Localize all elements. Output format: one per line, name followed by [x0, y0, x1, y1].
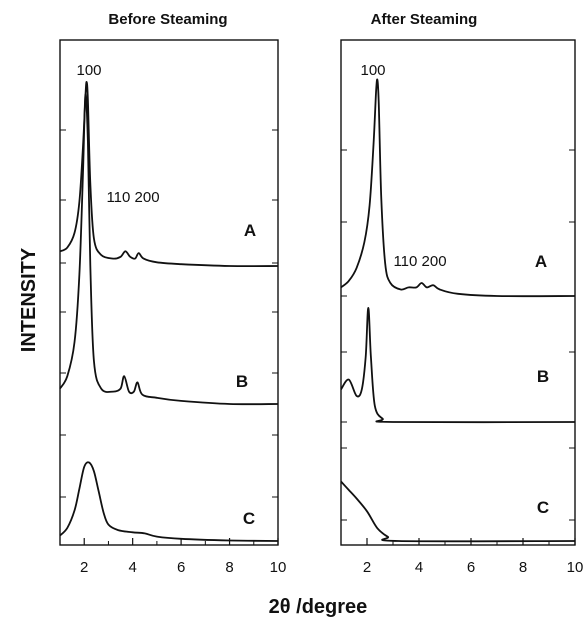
trace-label-a: A: [535, 252, 547, 271]
series-line-c: [340, 480, 576, 543]
x-tick-label: 10: [270, 559, 287, 576]
series-line-c: [59, 461, 279, 542]
trace-label-c: C: [537, 498, 549, 517]
panel-title: Before Steaming: [108, 11, 227, 28]
peak-label-110-200: 110 200: [106, 189, 159, 206]
x-tick-label: 10: [567, 559, 584, 576]
trace-label-c: C: [243, 509, 255, 528]
peak-label-100: 100: [76, 62, 101, 79]
x-tick-label: 4: [128, 559, 136, 576]
x-tick-label: 4: [415, 559, 423, 576]
plot-frame: [340, 39, 576, 546]
x-ticks: 2 4 6 8 10: [340, 149, 584, 576]
peak-label-110-200: 110 200: [393, 253, 446, 270]
series-line-b: [340, 307, 576, 424]
series-line-a: [340, 78, 576, 298]
plot-frame: [59, 39, 279, 546]
x-ticks: 2 4 6 8 10: [59, 129, 287, 576]
series-line-a: [59, 81, 279, 268]
x-tick-label: 6: [467, 559, 475, 576]
trace-label-b: B: [236, 372, 248, 391]
series-group: [59, 81, 279, 542]
peak-label-100: 100: [360, 62, 385, 79]
y-axis-title: INTENSITY: [18, 247, 40, 352]
trace-label-a: A: [244, 221, 256, 240]
series-line-b: [59, 93, 279, 406]
x-tick-label: 8: [519, 559, 527, 576]
panel-title: After Steaming: [371, 11, 478, 28]
x-axis-title: 2θ /degree: [269, 596, 368, 618]
panel-before-steaming: Before Steaming 2 4 6 8 10 100 110 200 A B C: [59, 11, 287, 576]
trace-label-b: B: [537, 367, 549, 386]
x-tick-label: 8: [225, 559, 233, 576]
x-tick-label: 6: [177, 559, 185, 576]
x-tick-label: 2: [80, 559, 88, 576]
x-tick-label: 2: [363, 559, 371, 576]
series-group: [340, 78, 576, 543]
panel-after-steaming: After Steaming 2 4 6 8 10 100 110 200 A B C: [340, 11, 584, 576]
